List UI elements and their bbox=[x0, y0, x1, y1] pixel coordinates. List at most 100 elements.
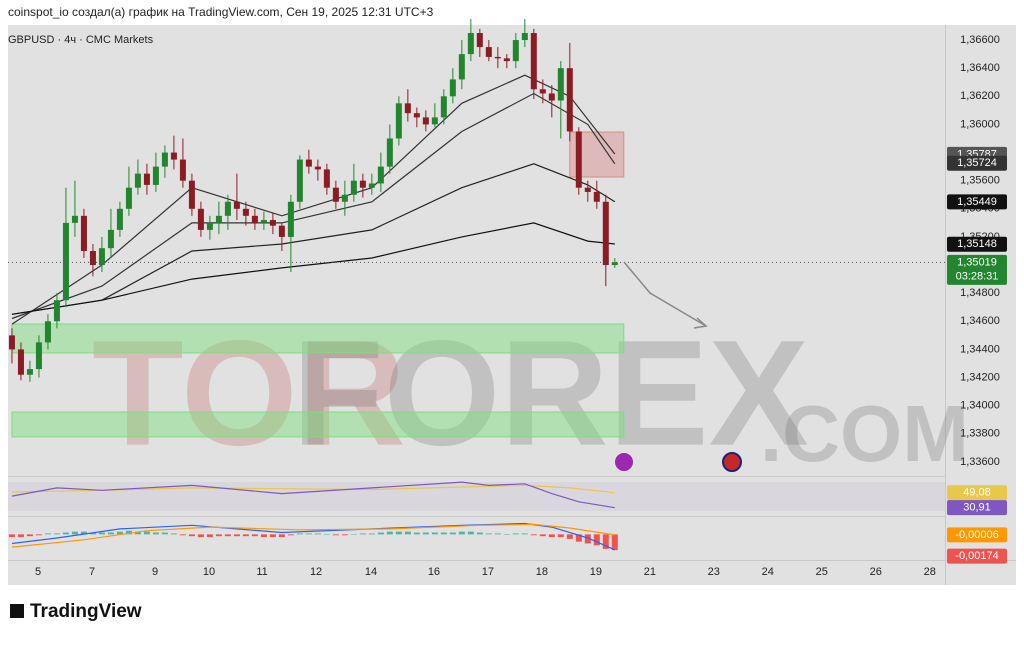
histogram-bar bbox=[584, 534, 591, 544]
histogram-bar bbox=[188, 534, 195, 537]
histogram-bar bbox=[206, 534, 213, 538]
candle-body bbox=[332, 187, 339, 202]
histogram-bar bbox=[458, 531, 465, 535]
candle-body bbox=[305, 159, 312, 167]
x-tick-label: 9 bbox=[152, 566, 158, 578]
candle-body bbox=[89, 250, 96, 266]
y-tick-label: 1,36200 bbox=[960, 90, 1000, 102]
candle-body bbox=[62, 222, 69, 301]
indicator-line bbox=[11, 523, 615, 548]
histogram-bar bbox=[566, 534, 573, 539]
histogram-bar bbox=[314, 533, 321, 535]
candle-body bbox=[485, 47, 492, 57]
candle-body bbox=[71, 215, 78, 223]
histogram-bar bbox=[557, 534, 564, 538]
candle-body bbox=[224, 201, 231, 216]
candle-body bbox=[287, 201, 294, 237]
price-tag-label: 1,35449 bbox=[957, 196, 997, 208]
candle-body bbox=[521, 33, 528, 41]
histogram-bar bbox=[440, 532, 447, 535]
candle-body bbox=[152, 166, 159, 185]
candle-body bbox=[197, 208, 204, 230]
header-text: coinspot_io создал(а) график на TradingV… bbox=[8, 5, 434, 19]
candle-body bbox=[134, 173, 141, 188]
histogram-bar bbox=[593, 534, 600, 546]
candle-body bbox=[278, 225, 285, 237]
brand-icon bbox=[10, 604, 24, 618]
histogram-bar bbox=[611, 534, 618, 551]
candle-body bbox=[341, 194, 348, 202]
candle-body bbox=[611, 262, 618, 266]
candle-body bbox=[188, 180, 195, 209]
candle-body bbox=[35, 342, 42, 370]
histogram-bar bbox=[143, 531, 150, 535]
candle-body bbox=[98, 248, 105, 266]
histogram-bar bbox=[503, 534, 510, 535]
histogram-bar bbox=[26, 534, 33, 537]
candle-body bbox=[116, 208, 123, 230]
candle-body bbox=[17, 349, 24, 375]
histogram-bar bbox=[404, 531, 411, 535]
candle-body bbox=[377, 166, 384, 184]
event-icon bbox=[615, 453, 633, 471]
histogram-bar bbox=[476, 532, 483, 535]
y-tick-label: 1,34200 bbox=[960, 371, 1000, 383]
candle-body bbox=[296, 159, 303, 202]
candle-body bbox=[260, 220, 267, 223]
indicator-line bbox=[11, 163, 616, 315]
x-tick-label: 23 bbox=[708, 566, 720, 578]
candle-body bbox=[233, 201, 240, 209]
histogram-bar bbox=[341, 534, 348, 536]
projection-arrow bbox=[623, 261, 707, 327]
price-tag bbox=[947, 236, 1007, 252]
price-tag bbox=[947, 527, 1007, 543]
histogram-bar bbox=[8, 534, 15, 538]
candle-body bbox=[539, 89, 546, 94]
flag-icon bbox=[722, 452, 742, 472]
candle-body bbox=[44, 321, 51, 343]
histogram-bar bbox=[422, 532, 429, 535]
histogram-bar bbox=[305, 533, 312, 535]
candle-body bbox=[476, 33, 483, 48]
histogram-bar bbox=[323, 534, 330, 535]
histogram-bar bbox=[134, 531, 141, 535]
x-tick-label: 5 bbox=[35, 566, 41, 578]
histogram-bar bbox=[233, 534, 240, 537]
candle-body bbox=[449, 79, 456, 97]
candle-body bbox=[269, 220, 276, 226]
histogram-bar bbox=[449, 532, 456, 535]
histogram-bar bbox=[197, 534, 204, 538]
histogram-bar bbox=[44, 533, 51, 535]
candle-body bbox=[395, 103, 402, 139]
zone bbox=[11, 411, 625, 438]
x-tick-label: 10 bbox=[203, 566, 215, 578]
histogram-bar bbox=[53, 533, 60, 535]
candle-body bbox=[593, 191, 600, 202]
candle-body bbox=[251, 215, 258, 223]
price-tag-label: -0,00006 bbox=[955, 529, 998, 541]
candle-body bbox=[602, 201, 609, 266]
chart-panel bbox=[8, 25, 1016, 585]
histogram-bar bbox=[530, 534, 537, 536]
y-tick-label: 1,33600 bbox=[960, 456, 1000, 468]
candle-body bbox=[80, 215, 87, 251]
histogram-bar bbox=[548, 534, 555, 538]
histogram-bar bbox=[350, 534, 357, 535]
histogram-bar bbox=[377, 532, 384, 535]
histogram-bar bbox=[395, 531, 402, 535]
histogram-bar bbox=[152, 532, 159, 535]
candle-body bbox=[53, 300, 60, 322]
histogram-bar bbox=[296, 533, 303, 535]
candle-body bbox=[548, 93, 555, 101]
histogram-bar bbox=[161, 532, 168, 535]
histogram-bar bbox=[512, 533, 519, 535]
main-pane: 1,36600 1,36400 1,36200 1,36000 1,35600 1,354… bbox=[8, 18, 1007, 578]
histogram-bar bbox=[35, 534, 42, 536]
candle-body bbox=[413, 113, 420, 118]
histogram-bar bbox=[485, 533, 492, 535]
x-tick-label: 14 bbox=[365, 566, 377, 578]
histogram-bar bbox=[251, 534, 258, 537]
price-tag-label: 1,35148 bbox=[957, 238, 997, 250]
candle-body bbox=[512, 40, 519, 62]
brand-name: TradingView bbox=[30, 601, 142, 622]
